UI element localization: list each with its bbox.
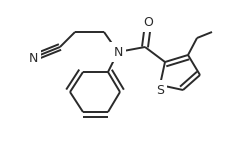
Text: N: N (28, 51, 38, 64)
Text: S: S (156, 84, 164, 96)
Text: O: O (143, 15, 153, 28)
Text: N: N (113, 45, 123, 58)
